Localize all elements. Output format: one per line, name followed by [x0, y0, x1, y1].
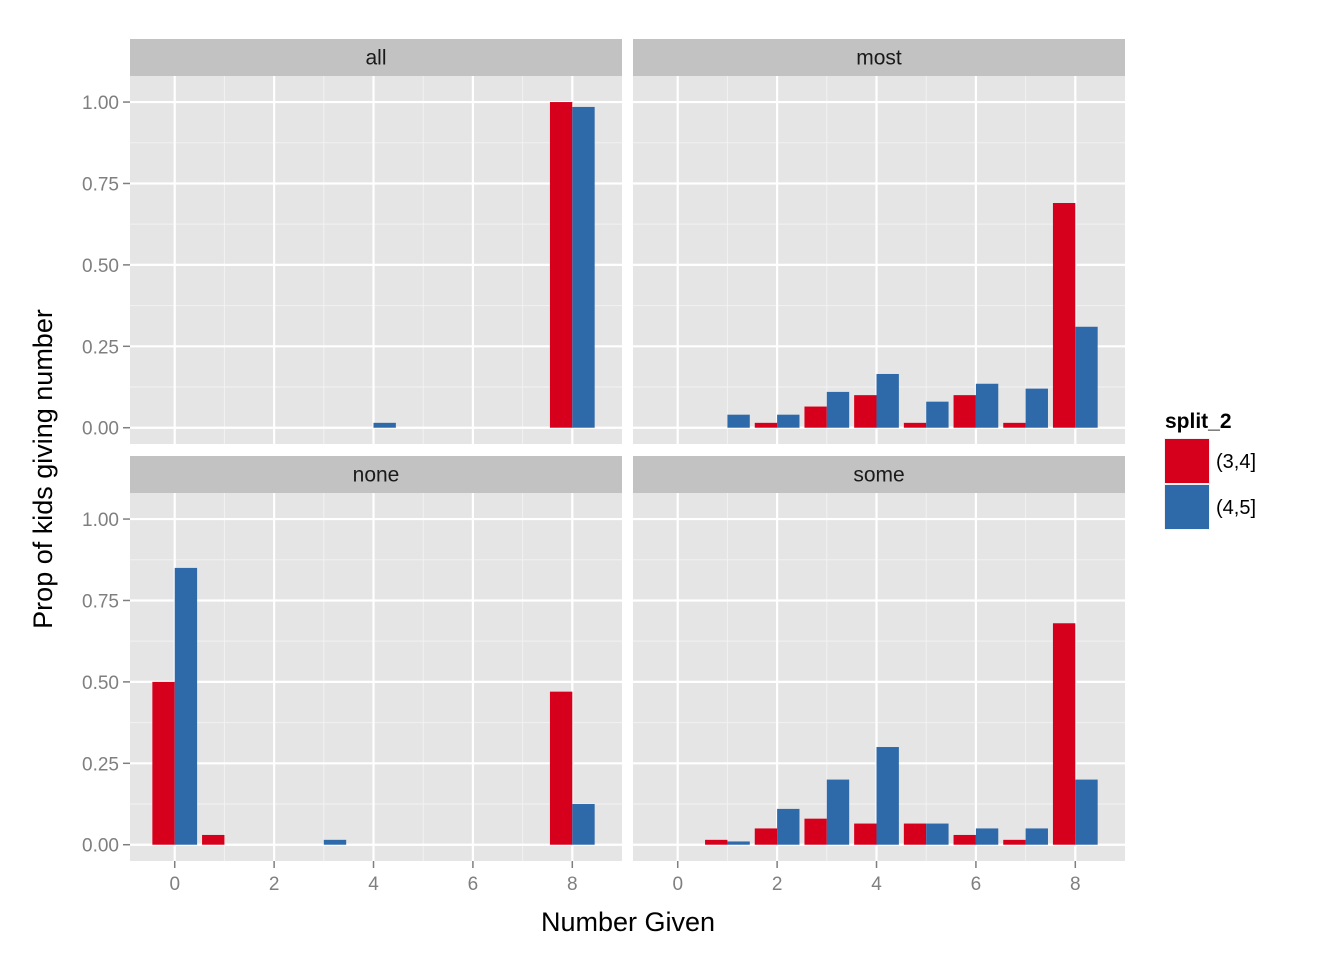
facet-strip-none	[130, 456, 622, 493]
bar-some-45-x2	[777, 808, 800, 845]
bar-most-45-x2	[777, 414, 800, 428]
y-tick-label: 0.25	[82, 754, 119, 775]
bar-most-45-x3	[826, 391, 850, 428]
bar-some-45-x1	[727, 841, 750, 845]
facet-strip-most	[633, 39, 1125, 76]
y-tick-label: 0.00	[82, 419, 119, 440]
facet-strip-all	[130, 39, 622, 76]
x-tick-label: 4	[368, 874, 379, 895]
bar-most-34-x7	[1003, 422, 1026, 428]
bar-most-45-x6	[975, 383, 999, 428]
x-tick-label: 0	[169, 874, 180, 895]
bar-some-34-x7	[1003, 839, 1026, 845]
bar-most-45-x7	[1025, 388, 1048, 428]
facet-strip-label: none	[353, 464, 400, 487]
y-tick-label: 0.00	[82, 836, 119, 857]
bar-some-45-x5	[926, 823, 949, 845]
x-tick-label: 2	[269, 874, 280, 895]
bar-none-34-x8	[549, 691, 573, 845]
bar-all-34-x8	[549, 102, 573, 428]
panel-background-none	[130, 493, 622, 861]
x-axis-title: Number Given	[541, 907, 715, 937]
legend-swatch-34	[1165, 439, 1209, 483]
bar-some-45-x7	[1025, 828, 1048, 845]
legend-label: (3,4]	[1216, 451, 1256, 473]
panel-background-all	[130, 76, 622, 444]
x-tick-label: 8	[1070, 874, 1081, 895]
bar-some-34-x3	[804, 818, 827, 845]
x-tick-label: 6	[971, 874, 982, 895]
facet-strip-label: some	[853, 464, 904, 487]
bar-none-45-x8	[572, 804, 595, 845]
y-tick-label: 0.50	[82, 673, 119, 694]
bar-some-45-x4	[876, 747, 899, 845]
y-tick-label: 0.75	[82, 174, 119, 195]
bar-most-45-x4	[876, 373, 899, 428]
y-tick-label: 0.25	[82, 337, 119, 358]
bar-most-34-x2	[754, 422, 778, 428]
x-tick-label: 4	[871, 874, 882, 895]
bar-some-34-x4	[854, 823, 877, 845]
bar-most-45-x1	[727, 414, 750, 428]
bar-most-34-x6	[953, 395, 976, 428]
bar-some-34-x2	[754, 828, 778, 845]
bar-some-45-x8	[1075, 779, 1098, 845]
y-tick-label: 0.75	[82, 591, 119, 612]
legend-title: split_2	[1165, 410, 1232, 433]
x-tick-label: 6	[468, 874, 479, 895]
x-tick-label: 0	[672, 874, 683, 895]
bar-most-34-x4	[854, 395, 877, 428]
y-tick-label: 0.50	[82, 256, 119, 277]
bar-none-34-x0	[152, 681, 175, 845]
bar-all-45-x8	[572, 106, 595, 428]
facet-strip-label: most	[856, 47, 902, 70]
bar-most-34-x5	[903, 422, 927, 428]
bar-some-34-x5	[903, 823, 927, 845]
bar-some-34-x1	[705, 839, 728, 845]
bar-most-45-x5	[926, 401, 949, 428]
y-tick-label: 1.00	[82, 510, 119, 531]
facet-strip-some	[633, 456, 1125, 493]
bar-most-45-x8	[1075, 326, 1098, 428]
bar-most-34-x3	[804, 406, 827, 428]
bar-some-34-x6	[953, 834, 976, 845]
y-axis-title: Prop of kids giving number	[28, 309, 58, 629]
bar-some-45-x3	[826, 779, 850, 845]
x-tick-label: 8	[567, 874, 578, 895]
bar-none-34-x1	[202, 834, 225, 845]
x-tick-label: 2	[772, 874, 783, 895]
bar-some-34-x8	[1052, 623, 1076, 845]
y-tick-label: 1.00	[82, 93, 119, 114]
bar-all-45-x4	[373, 422, 396, 428]
bar-none-45-x0	[174, 567, 198, 845]
bar-most-34-x8	[1052, 203, 1076, 428]
legend-swatch-45	[1165, 485, 1209, 529]
facet-strip-label: all	[365, 47, 386, 70]
legend-label: (4,5]	[1216, 497, 1256, 519]
bar-some-45-x6	[975, 828, 999, 845]
bar-none-45-x3	[323, 839, 347, 845]
